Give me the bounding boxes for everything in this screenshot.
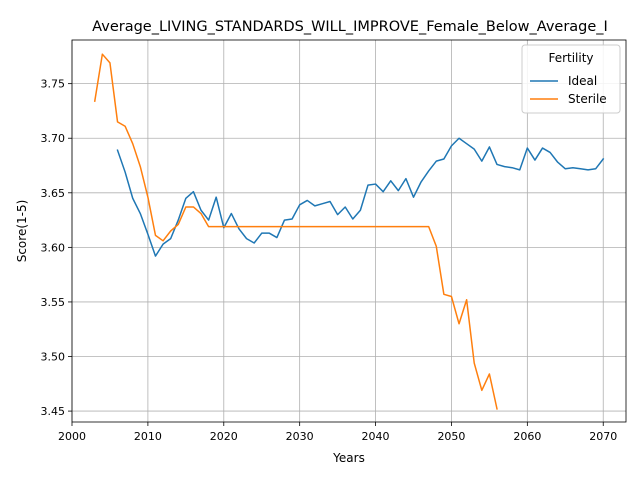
x-tick-label: 2050 [437, 430, 465, 443]
x-tick-label: 2070 [589, 430, 617, 443]
y-tick-label: 3.45 [41, 405, 66, 418]
legend-label-ideal: Ideal [568, 74, 597, 88]
x-tick-label: 2000 [58, 430, 86, 443]
x-tick-label: 2030 [286, 430, 314, 443]
y-tick-label: 3.60 [41, 241, 66, 254]
legend-label-sterile: Sterile [568, 92, 607, 106]
x-tick-label: 2010 [134, 430, 162, 443]
legend-box [521, 44, 621, 114]
x-axis-label: Years [332, 451, 365, 465]
y-tick-label: 3.55 [41, 296, 66, 309]
x-tick-label: 2040 [362, 430, 390, 443]
series-line-ideal [116, 137, 605, 257]
legend: Fertility Ideal Sterile [521, 44, 621, 114]
legend-title: Fertility [548, 51, 593, 65]
chart-title: Average_LIVING_STANDARDS_WILL_IMPROVE_Fe… [92, 19, 608, 35]
series-line-sterile [93, 53, 498, 410]
series-lines [93, 53, 605, 410]
plot-frame [71, 39, 627, 423]
x-tick-label: 2020 [210, 430, 238, 443]
y-tick-label: 3.70 [41, 132, 66, 145]
y-tick-label: 3.75 [41, 78, 66, 91]
y-tick-label: 3.50 [41, 351, 66, 364]
y-tick-label: 3.65 [41, 187, 66, 200]
axis-ticks: 2000 2010 2020 2030 2040 2050 2060 2070 3.45 3.50… [41, 78, 618, 443]
x-tick-label: 2060 [513, 430, 541, 443]
y-axis-label: Score(1-5) [15, 200, 29, 263]
